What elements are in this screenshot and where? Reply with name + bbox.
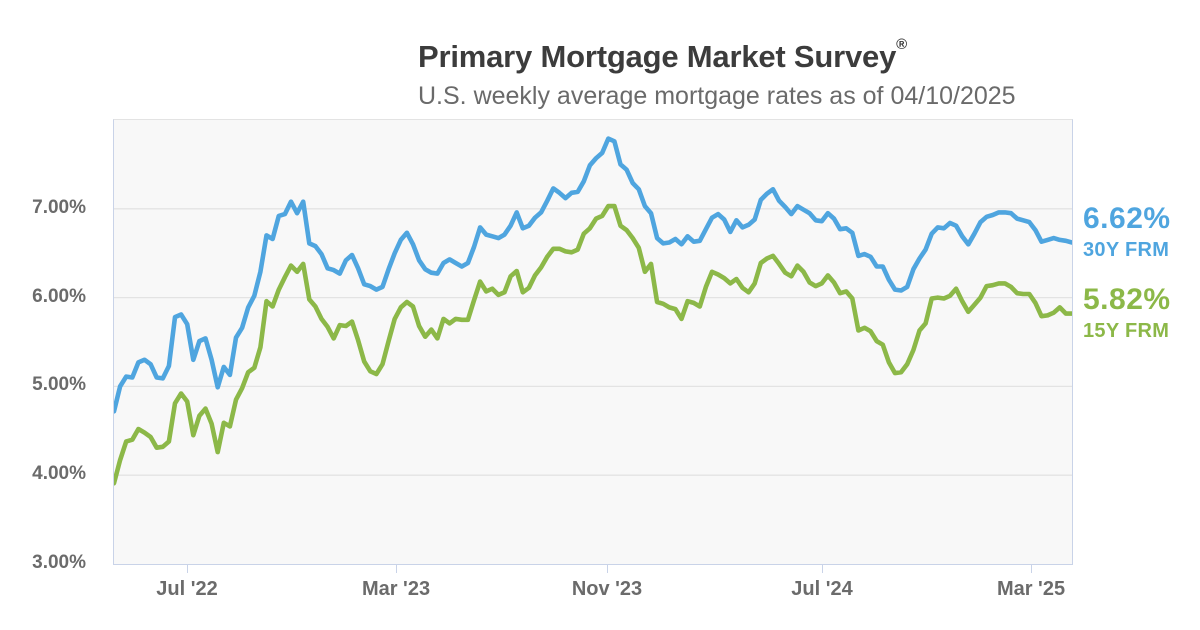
x-axis-label-Jul '24: Jul '24 <box>791 578 853 600</box>
y-axis-label-4.00%: 4.00% <box>32 463 86 485</box>
rate-callout-15y: 5.82% 15Y FRM <box>1083 283 1171 342</box>
chart-title: Primary Mortgage Market Survey® <box>418 26 1016 76</box>
registered-trademark-mark: ® <box>896 36 907 53</box>
x-axis-tick-Mar '23 <box>396 564 397 573</box>
chart-header: Primary Mortgage Market Survey® U.S. wee… <box>418 26 1016 110</box>
rate-series-label-30y: 30Y FRM <box>1083 239 1170 261</box>
x-axis-label-Mar '23: Mar '23 <box>361 578 431 600</box>
y-axis-label-7.00%: 7.00% <box>32 196 86 218</box>
y-axis-label-6.00%: 6.00% <box>32 285 86 307</box>
rates-line-chart <box>114 136 1072 486</box>
plot-area <box>113 119 1073 565</box>
x-axis-tick-Mar '25 <box>1031 564 1032 573</box>
y-axis-label-5.00%: 5.00% <box>32 374 86 396</box>
chart-subtitle: U.S. weekly average mortgage rates as of… <box>418 82 1016 110</box>
chart-title-text: Primary Mortgage Market Survey <box>418 39 897 74</box>
x-axis-label-Jul '22: Jul '22 <box>156 578 218 600</box>
rate-series-label-15y: 15Y FRM <box>1083 320 1170 342</box>
y-axis-label-3.00%: 3.00% <box>32 552 86 573</box>
x-axis-tick-Nov '23 <box>607 564 608 573</box>
x-axis-tick-Jul '22 <box>187 564 188 573</box>
x-axis-label-Nov '23: Nov '23 <box>571 578 643 600</box>
rate-value-30y: 6.62% <box>1083 202 1171 235</box>
rate-value-15y: 5.82% <box>1083 283 1171 316</box>
30y-frm-line <box>114 136 1072 414</box>
x-axis-label-Mar '25: Mar '25 <box>996 578 1066 600</box>
15y-frm-line <box>114 203 1072 486</box>
x-axis-tick-Jul '24 <box>822 564 823 573</box>
rate-callout-30y: 6.62% 30Y FRM <box>1083 202 1171 261</box>
